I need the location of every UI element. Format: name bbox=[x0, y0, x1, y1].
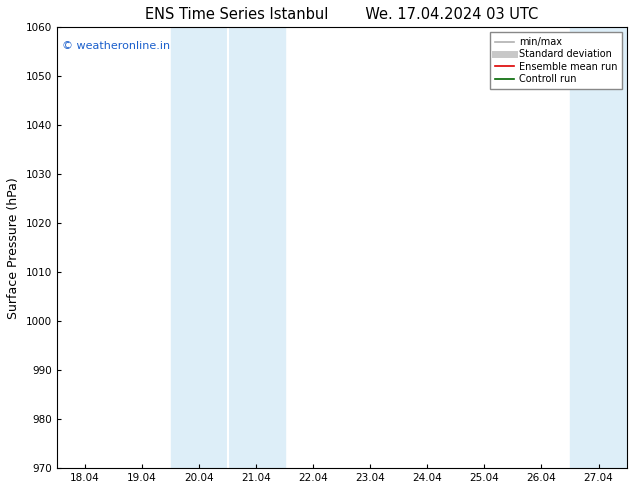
Title: ENS Time Series Istanbul        We. 17.04.2024 03 UTC: ENS Time Series Istanbul We. 17.04.2024 … bbox=[145, 7, 538, 22]
Bar bbox=[228, 27, 285, 468]
Y-axis label: Surface Pressure (hPa): Surface Pressure (hPa) bbox=[7, 177, 20, 318]
Text: © weatheronline.in: © weatheronline.in bbox=[62, 41, 171, 50]
Bar bbox=[570, 27, 627, 468]
Legend: min/max, Standard deviation, Ensemble mean run, Controll run: min/max, Standard deviation, Ensemble me… bbox=[489, 32, 622, 89]
Bar bbox=[171, 27, 228, 468]
